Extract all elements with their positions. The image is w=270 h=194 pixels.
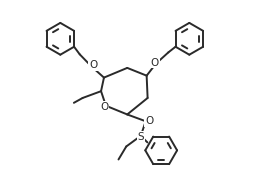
Text: O: O	[151, 58, 159, 68]
Text: O: O	[89, 60, 97, 70]
Text: O: O	[145, 116, 153, 126]
Text: O: O	[100, 102, 109, 112]
Text: S: S	[137, 132, 144, 142]
